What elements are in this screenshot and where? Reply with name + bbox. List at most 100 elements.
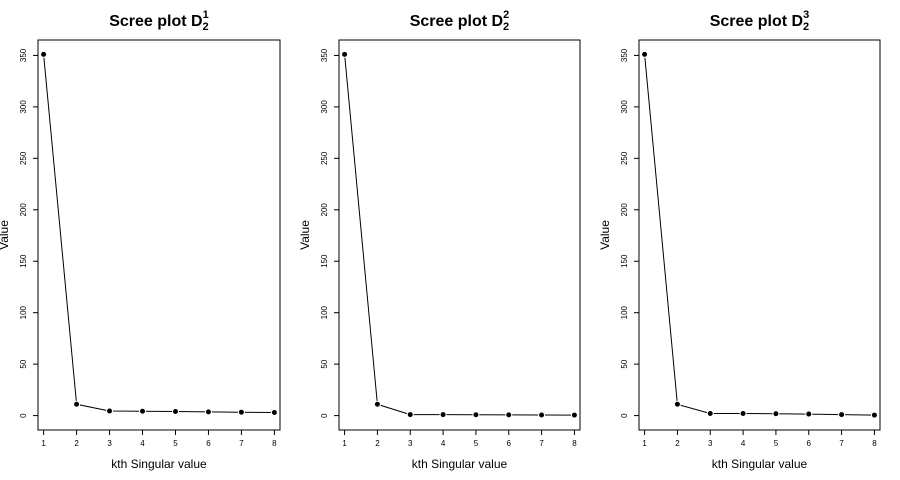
plot-frame bbox=[338, 39, 581, 431]
series-line bbox=[43, 54, 275, 413]
y-tick-label: 150 bbox=[19, 254, 28, 268]
y-tick-label: 100 bbox=[320, 305, 329, 319]
series-line bbox=[344, 54, 575, 416]
chart-title-subscript: 2 bbox=[803, 21, 809, 33]
data-point bbox=[40, 50, 48, 58]
data-point bbox=[870, 411, 878, 419]
chart-title: Scree plot D22 bbox=[410, 9, 510, 33]
data-point bbox=[472, 411, 480, 419]
x-tick-label: 1 bbox=[342, 439, 347, 448]
chart-title-subscript: 2 bbox=[503, 21, 509, 33]
y-tick-label: 0 bbox=[620, 413, 629, 418]
y-tick-label: 350 bbox=[19, 48, 28, 62]
y-tick-label: 200 bbox=[620, 203, 629, 217]
data-point bbox=[373, 400, 381, 408]
chart-title: Scree plot D23 bbox=[710, 9, 810, 33]
chart-title-base: Scree plot D bbox=[710, 13, 803, 30]
data-point bbox=[406, 411, 414, 419]
data-point bbox=[570, 411, 578, 419]
x-tick-label: 2 bbox=[675, 439, 680, 448]
x-axis-label: kth Singular value bbox=[412, 457, 508, 471]
data-point bbox=[237, 408, 245, 416]
x-tick-label: 1 bbox=[642, 439, 647, 448]
x-tick-label: 2 bbox=[74, 439, 79, 448]
y-tick-label: 50 bbox=[19, 359, 28, 368]
x-tick-label: 7 bbox=[839, 439, 844, 448]
chart-title-subscript: 2 bbox=[203, 21, 209, 33]
x-tick-label: 5 bbox=[173, 439, 178, 448]
y-tick-label: 350 bbox=[320, 48, 329, 62]
y-axis-label: Value bbox=[598, 220, 612, 250]
y-tick-label: 50 bbox=[620, 359, 629, 368]
data-point bbox=[805, 410, 813, 418]
y-tick-label: 250 bbox=[620, 151, 629, 165]
plot-frame bbox=[37, 39, 281, 431]
series-line bbox=[644, 54, 875, 416]
x-tick-label: 3 bbox=[107, 439, 112, 448]
y-tick-label: 150 bbox=[620, 254, 629, 268]
x-tick-label: 4 bbox=[441, 439, 446, 448]
data-point bbox=[538, 411, 546, 419]
data-point bbox=[673, 400, 681, 408]
data-point bbox=[838, 411, 846, 419]
data-point bbox=[270, 409, 278, 417]
x-tick-label: 6 bbox=[807, 439, 812, 448]
data-point bbox=[641, 50, 649, 58]
x-tick-label: 1 bbox=[41, 439, 46, 448]
x-tick-label: 8 bbox=[872, 439, 877, 448]
x-tick-label: 8 bbox=[272, 439, 277, 448]
y-tick-label: 100 bbox=[620, 305, 629, 319]
y-tick-label: 250 bbox=[320, 151, 329, 165]
data-point bbox=[139, 407, 147, 415]
data-point bbox=[204, 408, 212, 416]
y-tick-label: 350 bbox=[620, 48, 629, 62]
x-tick-label: 5 bbox=[774, 439, 779, 448]
chart-title: Scree plot D21 bbox=[109, 9, 209, 33]
data-point bbox=[73, 400, 81, 408]
x-tick-label: 4 bbox=[741, 439, 746, 448]
chart-title-superscript: 2 bbox=[503, 9, 509, 21]
y-tick-label: 250 bbox=[19, 151, 28, 165]
y-tick-label: 0 bbox=[19, 413, 28, 418]
x-tick-label: 7 bbox=[239, 439, 244, 448]
y-tick-label: 200 bbox=[320, 203, 329, 217]
chart-title-base: Scree plot D bbox=[109, 13, 202, 30]
x-tick-label: 3 bbox=[408, 439, 413, 448]
x-tick-label: 6 bbox=[206, 439, 211, 448]
y-tick-label: 150 bbox=[320, 254, 329, 268]
chart-title-base: Scree plot D bbox=[410, 13, 503, 30]
plot-frame bbox=[638, 39, 881, 431]
data-point bbox=[505, 411, 513, 419]
data-point bbox=[439, 411, 447, 419]
x-tick-label: 2 bbox=[375, 439, 380, 448]
data-point bbox=[341, 50, 349, 58]
x-tick-label: 7 bbox=[539, 439, 544, 448]
y-tick-label: 0 bbox=[320, 413, 329, 418]
chart-title-superscript: 3 bbox=[803, 9, 809, 21]
x-tick-label: 4 bbox=[140, 439, 145, 448]
x-axis-label: kth Singular value bbox=[712, 457, 808, 471]
y-tick-label: 300 bbox=[320, 100, 329, 114]
data-point bbox=[772, 410, 780, 418]
data-point bbox=[171, 407, 179, 415]
y-axis-label: Value bbox=[298, 220, 312, 250]
x-axis-label: kth Singular value bbox=[111, 457, 207, 471]
y-tick-label: 300 bbox=[620, 100, 629, 114]
y-tick-label: 200 bbox=[19, 203, 28, 217]
y-tick-label: 50 bbox=[320, 359, 329, 368]
data-point bbox=[106, 407, 114, 415]
chart-title-superscript: 1 bbox=[203, 9, 209, 21]
y-tick-label: 300 bbox=[19, 100, 28, 114]
data-point bbox=[706, 410, 714, 418]
x-tick-label: 3 bbox=[708, 439, 713, 448]
x-tick-label: 5 bbox=[474, 439, 479, 448]
data-point bbox=[739, 410, 747, 418]
x-tick-label: 6 bbox=[507, 439, 512, 448]
y-axis-label: Value bbox=[0, 220, 11, 250]
y-tick-label: 100 bbox=[19, 305, 28, 319]
